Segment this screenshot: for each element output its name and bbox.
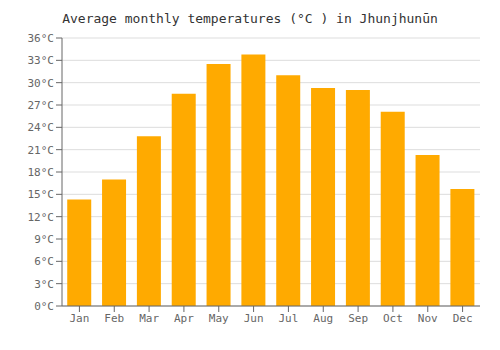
- svg-text:15°C: 15°C: [28, 188, 55, 201]
- svg-text:Apr: Apr: [174, 312, 194, 325]
- svg-text:33°C: 33°C: [28, 54, 55, 67]
- svg-text:Mar: Mar: [139, 312, 159, 325]
- svg-text:Feb: Feb: [104, 312, 124, 325]
- svg-text:Jun: Jun: [244, 312, 264, 325]
- svg-text:6°C: 6°C: [34, 255, 54, 268]
- svg-text:36°C: 36°C: [28, 32, 55, 45]
- svg-text:0°C: 0°C: [34, 300, 54, 313]
- svg-text:Sep: Sep: [348, 312, 368, 325]
- svg-text:Oct: Oct: [383, 312, 403, 325]
- svg-text:Aug: Aug: [313, 312, 333, 325]
- svg-text:12°C: 12°C: [28, 211, 55, 224]
- svg-text:3°C: 3°C: [34, 278, 54, 291]
- svg-text:9°C: 9°C: [34, 233, 54, 246]
- html-text:Average monthly temperatures (: Average monthly temperatures (°C ) in Jh…: [62, 11, 438, 26]
- svg-text:Nov: Nov: [418, 312, 438, 325]
- svg-text:Jul: Jul: [278, 312, 298, 325]
- svg-text:18°C: 18°C: [28, 166, 55, 179]
- svg-text:May: May: [209, 312, 229, 325]
- svg-text:27°C: 27°C: [28, 99, 55, 112]
- svg-text:Jan: Jan: [69, 312, 89, 325]
- svg-text:24°C: 24°C: [28, 121, 55, 134]
- svg-text:30°C: 30°C: [28, 77, 55, 90]
- svg-text:Dec: Dec: [453, 312, 473, 325]
- svg-text:21°C: 21°C: [28, 144, 55, 157]
